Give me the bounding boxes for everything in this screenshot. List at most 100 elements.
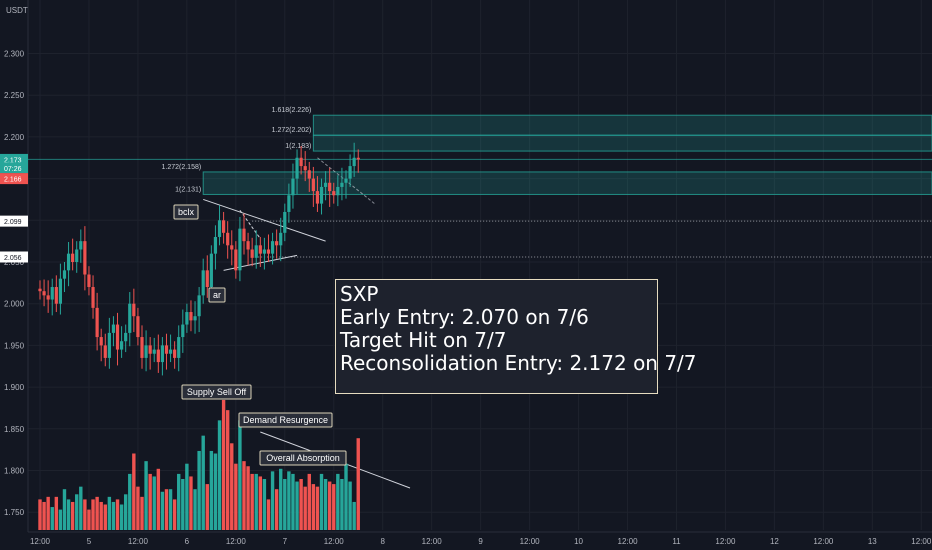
volume-bar — [250, 473, 254, 530]
volume-bar — [332, 484, 336, 530]
candle-body — [226, 232, 230, 246]
volume-bar — [58, 509, 63, 530]
volume-bar — [336, 473, 340, 530]
candle-body — [324, 182, 328, 187]
volume-bar — [103, 504, 107, 530]
fib-level-label: 1.618(2.226) — [272, 107, 312, 114]
volume-bar — [132, 453, 136, 530]
candle-body — [295, 157, 299, 179]
volume-bar — [327, 481, 332, 530]
price-tick-label: 1.800 — [4, 467, 25, 476]
candle-body — [287, 195, 291, 212]
volume-bar — [83, 499, 87, 530]
price-tag-box — [0, 251, 28, 263]
volume-bar — [140, 496, 144, 530]
candle-body — [299, 157, 303, 167]
candle-body — [201, 270, 205, 296]
volume-bar — [254, 473, 258, 530]
candle-body — [103, 345, 107, 358]
price-tick-label: 1.950 — [4, 341, 25, 350]
info-early-entry: Early Entry: 2.070 on 7/6 — [340, 305, 589, 329]
candle-body — [148, 345, 152, 354]
volume-bar — [50, 507, 54, 530]
time-tick-label: 7 — [283, 537, 288, 546]
volume-bar — [213, 453, 218, 530]
fib-zones: 1.618(2.226) 1.272(2.202) 1(2.183) 1.272(2.… — [161, 107, 932, 195]
time-tick-label: 6 — [185, 537, 190, 546]
volume-bar — [262, 479, 267, 530]
candle-body — [128, 303, 132, 333]
price-tick-label: 1.900 — [4, 383, 25, 392]
time-tick-label: 12:00 — [813, 537, 834, 546]
candle-body — [124, 332, 128, 342]
volume-bar — [185, 463, 189, 530]
candle-body — [291, 178, 295, 196]
time-tick-label: 12 — [770, 537, 779, 546]
candle-body — [152, 349, 156, 354]
fib-level-label: 1.272(2.158) — [161, 164, 201, 171]
annotation-label: Demand Resurgence — [243, 415, 328, 425]
candle-body — [66, 253, 71, 271]
volume-bar — [270, 471, 275, 530]
price-tag-box — [0, 173, 28, 185]
candle-body — [156, 349, 160, 363]
volume-bar — [279, 468, 283, 530]
candle-body — [238, 228, 242, 271]
candle-body — [185, 312, 189, 325]
trade-info-box[interactable]: SXP Early Entry: 2.070 on 7/6 Target Hit… — [335, 279, 697, 394]
candle-body — [266, 249, 271, 254]
volume-bar — [115, 499, 120, 530]
volume-bar — [221, 399, 226, 530]
candle-body — [181, 324, 185, 338]
time-tick-label: 9 — [478, 537, 483, 546]
trendline-upper — [203, 198, 326, 242]
price-tick-label: 2.300 — [4, 50, 25, 59]
candle-body — [332, 191, 336, 196]
time-tick-label: 12:00 — [30, 537, 51, 546]
volume-bar — [217, 420, 222, 530]
volume-bar — [136, 486, 140, 530]
candle-body — [275, 241, 279, 246]
candle-body — [217, 220, 222, 237]
candle-body — [173, 349, 177, 358]
volume-bar — [95, 496, 99, 530]
volume-bar — [197, 450, 201, 530]
candle-body — [328, 182, 332, 192]
volume-bar — [201, 435, 205, 530]
annotation-label: Supply Sell Off — [187, 387, 247, 397]
fib-level-label: 1(2.131) — [175, 186, 201, 193]
volume-bar — [123, 494, 128, 530]
fib-level-label: 1(2.183) — [285, 143, 311, 150]
candle-body — [205, 270, 209, 288]
annotation-label: bclx — [178, 207, 195, 217]
volume-bar — [258, 476, 263, 530]
annotation-box — [259, 450, 347, 466]
candle-body — [95, 307, 99, 338]
candle-body — [62, 270, 67, 279]
volume-bar — [148, 473, 152, 530]
volume-bar — [128, 473, 132, 530]
volume-bar — [352, 501, 356, 530]
candle-body — [140, 337, 144, 358]
volume-bar — [42, 501, 46, 530]
volume-bar — [295, 481, 299, 530]
fib-zone — [312, 134, 932, 152]
price-tick-label: 2.050 — [4, 258, 25, 267]
candle-body — [246, 241, 250, 250]
price-tag-label: 2.166 — [4, 177, 22, 184]
trendline-dashed — [239, 210, 261, 239]
time-tick-label: 12:00 — [618, 537, 639, 546]
candle-body — [111, 324, 116, 333]
candle-body — [352, 157, 356, 167]
volume-bar — [266, 499, 271, 530]
info-reconsolidation-entry: Reconsolidation Entry: 2.172 on 7/7 — [340, 351, 697, 375]
candle-body — [315, 191, 320, 204]
volume-bar — [225, 410, 230, 530]
time-axis[interactable]: 12:00 5 12:00 6 12:00 7 12:00 8 12:00 9 12:00 10 12:… — [30, 537, 932, 546]
time-tick-label: 10 — [574, 537, 583, 546]
candle-body — [58, 278, 62, 304]
price-tag-label: 2.173 — [4, 157, 22, 164]
candle-body — [344, 178, 348, 183]
volume-bar — [152, 476, 156, 530]
